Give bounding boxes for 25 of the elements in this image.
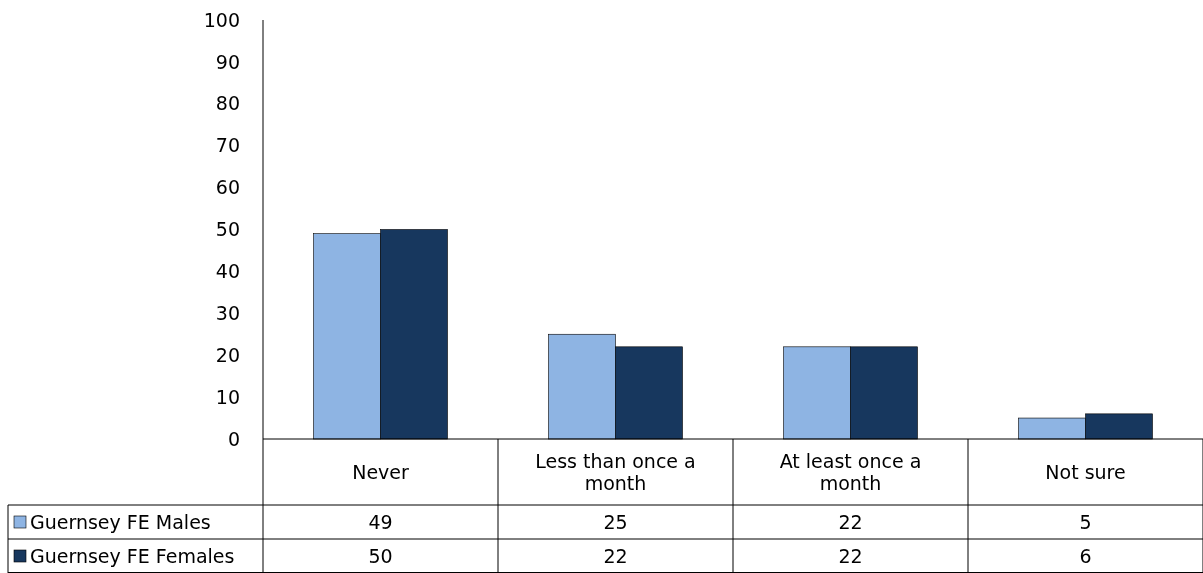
data-label: 49 xyxy=(368,510,393,533)
x-tick-label: Never xyxy=(352,460,410,483)
legend-label: Guernsey FE Males xyxy=(30,510,211,533)
data-label: 22 xyxy=(838,510,863,533)
y-tick-label: 0 xyxy=(227,427,240,450)
data-label: 22 xyxy=(603,544,628,567)
y-tick-label: 20 xyxy=(215,343,240,366)
y-tick-label: 100 xyxy=(203,8,240,31)
y-tick-label: 30 xyxy=(215,301,240,324)
data-label: 50 xyxy=(368,544,393,567)
data-label: 5 xyxy=(1079,510,1092,533)
y-tick-label: 80 xyxy=(215,92,240,115)
x-tick-label: Not sure xyxy=(1045,460,1126,483)
y-tick-label: 60 xyxy=(215,176,240,199)
data-label: 6 xyxy=(1079,544,1092,567)
data-label: 22 xyxy=(838,544,863,567)
y-tick-label: 50 xyxy=(215,218,240,241)
data-label: 25 xyxy=(603,510,628,533)
x-tick-label: At least once a month xyxy=(779,449,922,494)
y-tick-label: 70 xyxy=(215,134,240,157)
y-tick-label: 90 xyxy=(215,50,240,73)
x-tick-label: Less than once a month xyxy=(535,449,696,494)
y-tick-label: 40 xyxy=(215,260,240,283)
legend-label: Guernsey FE Females xyxy=(30,544,235,567)
y-tick-label: 10 xyxy=(215,385,240,408)
